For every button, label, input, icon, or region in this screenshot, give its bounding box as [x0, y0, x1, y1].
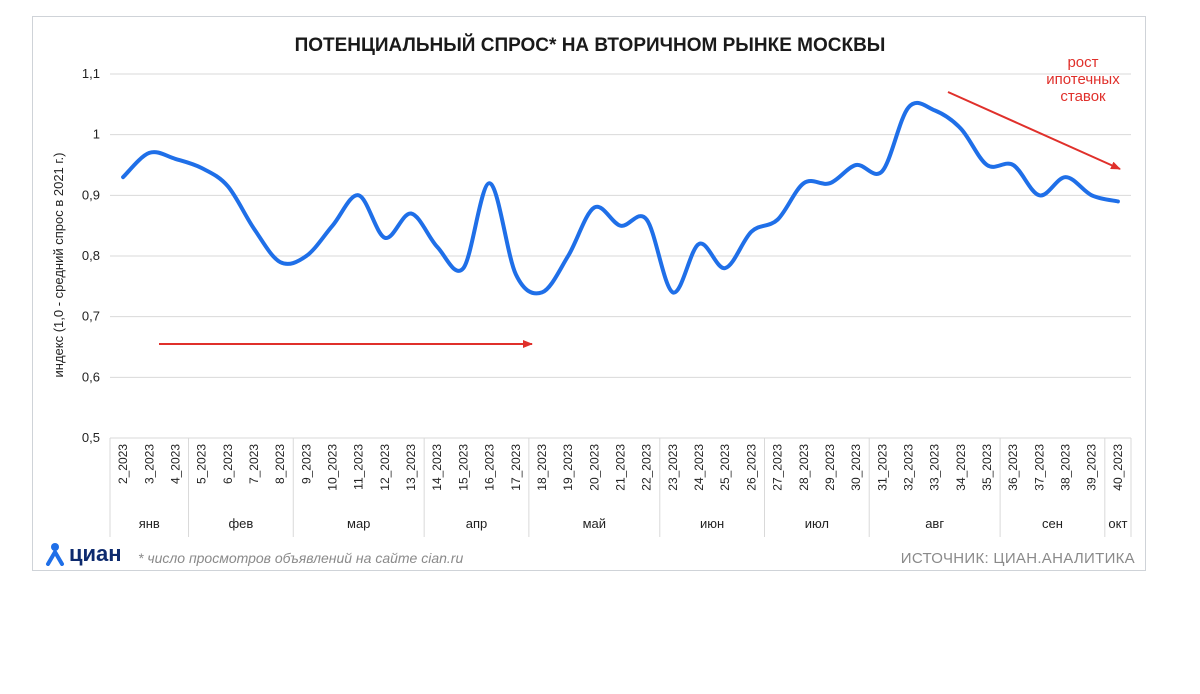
annotation-text: ставок — [1060, 88, 1106, 105]
x-tick-label: 36_2023 — [1006, 444, 1020, 491]
x-tick-label: 40_2023 — [1111, 444, 1125, 491]
x-tick-label: 4_2023 — [168, 444, 182, 484]
x-tick-label: 35_2023 — [980, 444, 994, 491]
x-tick-label: 15_2023 — [456, 444, 470, 491]
footnote: * число просмотров объявлений на сайте c… — [138, 550, 464, 566]
x-tick-label: 33_2023 — [928, 444, 942, 491]
month-label: май — [583, 516, 606, 531]
y-tick-label: 1,1 — [82, 66, 100, 81]
x-axis: 2_2023 3_2023 4_2023 5_2023 6_2023 7_2023 8_20… — [109, 438, 1132, 537]
x-tick-label: 27_2023 — [771, 444, 785, 491]
y-tick-label: 0,6 — [82, 369, 100, 384]
x-tick-label: 10_2023 — [326, 444, 340, 491]
chart-card: ПОТЕНЦИАЛЬНЫЙ СПРОС* НА ВТОРИЧНОМ РЫНКЕ … — [32, 16, 1146, 571]
month-label: авг — [925, 516, 944, 531]
month-label: окт — [1108, 516, 1127, 531]
annotation-text: рост — [1067, 54, 1098, 71]
logo-text: циан — [69, 541, 122, 566]
month-label: апр — [466, 516, 488, 531]
x-tick-label: 26_2023 — [744, 444, 758, 491]
location-pin-icon — [46, 543, 64, 566]
month-label: янв — [139, 516, 160, 531]
x-tick-label: 32_2023 — [901, 444, 915, 491]
x-tick-label: 13_2023 — [404, 444, 418, 491]
x-tick-label: 37_2023 — [1032, 444, 1046, 491]
month-label: июл — [805, 516, 829, 531]
y-tick-label: 0,7 — [82, 309, 100, 324]
x-tick-label: 16_2023 — [483, 444, 497, 491]
x-tick-label: 24_2023 — [692, 444, 706, 491]
x-tick-label: 25_2023 — [718, 444, 732, 491]
y-tick-label: 0,5 — [82, 430, 100, 445]
month-label: сен — [1042, 516, 1063, 531]
x-tick-label: 17_2023 — [509, 444, 523, 491]
x-tick-label: 6_2023 — [221, 444, 235, 484]
x-tick-label: 29_2023 — [823, 444, 837, 491]
x-tick-label: 2_2023 — [116, 444, 130, 484]
x-tick-label: 12_2023 — [378, 444, 392, 491]
x-tick-label: 22_2023 — [640, 444, 654, 491]
series-line-group — [121, 100, 1120, 296]
x-tick-label: 9_2023 — [299, 444, 313, 484]
x-tick-label: 28_2023 — [797, 444, 811, 491]
x-tick-label: 3_2023 — [142, 444, 156, 484]
y-tick-label: 1 — [93, 127, 100, 142]
x-tick-label: 20_2023 — [587, 444, 601, 491]
x-tick-label: 11_2023 — [352, 444, 366, 490]
y-ticks: 0,5 0,6 0,7 0,8 0,9 1 1,1 — [82, 66, 100, 445]
x-tick-label: 38_2023 — [1059, 444, 1073, 491]
y-axis-label: индекс (1,0 - средний спрос в 2021 г.) — [51, 153, 66, 378]
annotation-text: ипотечных — [1046, 71, 1120, 88]
x-tick-label: 7_2023 — [247, 444, 261, 484]
month-label: июн — [700, 516, 724, 531]
x-tick-label: 5_2023 — [195, 444, 209, 484]
rate-hike-arrow — [947, 91, 1121, 170]
chart-title: ПОТЕНЦИАЛЬНЫЙ СПРОС* НА ВТОРИЧНОМ РЫНКЕ … — [295, 34, 886, 56]
x-tick-label: 8_2023 — [273, 444, 287, 484]
y-tick-label: 0,9 — [82, 187, 100, 202]
chart: ПОТЕНЦИАЛЬНЫЙ СПРОС* НА ВТОРИЧНОМ РЫНКЕ … — [51, 34, 1132, 537]
y-tick-label: 0,8 — [82, 248, 100, 263]
x-tick-label: 31_2023 — [875, 444, 889, 491]
source-label: ИСТОЧНИК: ЦИАН.АНАЛИТИКА — [900, 550, 1135, 567]
x-tick-label: 14_2023 — [430, 444, 444, 491]
x-tick-label: 21_2023 — [614, 444, 628, 491]
x-tick-label: 39_2023 — [1085, 444, 1099, 491]
x-tick-label: 30_2023 — [849, 444, 863, 491]
month-label: фев — [228, 516, 253, 531]
series-line — [121, 100, 1120, 296]
x-tick-label: 34_2023 — [954, 444, 968, 491]
cian-logo[interactable]: циан — [45, 541, 122, 567]
x-tick-label: 23_2023 — [666, 444, 680, 491]
x-tick-label: 18_2023 — [535, 444, 549, 491]
month-label: мар — [347, 516, 370, 531]
grid — [110, 73, 1131, 439]
x-tick-label: 19_2023 — [561, 444, 575, 491]
